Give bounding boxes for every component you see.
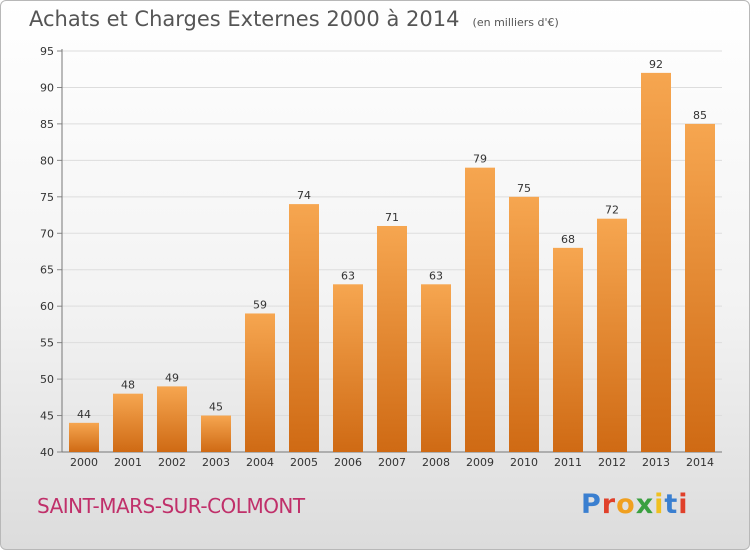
data-label: 71 [385, 211, 399, 224]
x-tick-label: 2004 [246, 456, 274, 469]
data-label: 79 [473, 153, 487, 166]
y-tick-label: 50 [40, 373, 54, 386]
bar [553, 247, 583, 452]
data-label: 48 [121, 379, 135, 392]
bar [201, 415, 231, 452]
proxiti-logo: Proxiti [581, 489, 689, 520]
data-label: 59 [253, 298, 267, 311]
y-tick-label: 60 [40, 300, 54, 313]
bar [289, 204, 319, 452]
y-tick-label: 80 [40, 154, 54, 167]
bar [465, 167, 495, 452]
bar [509, 196, 539, 452]
x-tick-label: 2003 [202, 456, 230, 469]
data-label: 85 [693, 109, 707, 122]
bar [157, 386, 187, 452]
x-tick-label: 2006 [334, 456, 362, 469]
logo-letter: o [616, 489, 636, 520]
bar [377, 225, 407, 452]
y-tick-label: 55 [40, 337, 54, 350]
data-label: 49 [165, 371, 179, 384]
x-tick-label: 2010 [510, 456, 538, 469]
bar [69, 422, 99, 452]
data-label: 63 [429, 269, 443, 282]
bar [685, 123, 715, 452]
logo-letter: t [664, 489, 679, 520]
y-tick-label: 70 [40, 227, 54, 240]
logo-letter: x [635, 489, 655, 520]
x-tick-label: 2007 [378, 456, 406, 469]
x-tick-label: 2011 [554, 456, 582, 469]
title-main: Achats et Charges Externes 2000 à 2014 [29, 7, 460, 31]
bars [69, 72, 715, 452]
logo-letter: r [601, 489, 617, 520]
data-label: 44 [77, 408, 91, 421]
x-tick-label: 2014 [686, 456, 714, 469]
data-label: 72 [605, 204, 619, 217]
y-tick-label: 85 [40, 118, 54, 131]
bar [421, 284, 451, 452]
bar [113, 393, 143, 452]
x-tick-label: 2002 [158, 456, 186, 469]
y-tick-label: 45 [40, 410, 54, 423]
data-label: 45 [209, 401, 223, 414]
x-tick-label: 2012 [598, 456, 626, 469]
logo-letter: P [581, 489, 602, 520]
x-tick-label: 2008 [422, 456, 450, 469]
x-tick-label: 2013 [642, 456, 670, 469]
data-label: 68 [561, 233, 575, 246]
y-tick-label: 75 [40, 191, 54, 204]
title-unit: (en milliers d'€) [472, 16, 559, 29]
logo-letter: i [654, 489, 665, 520]
bar [245, 313, 275, 452]
y-tick-label: 95 [40, 45, 54, 58]
data-label: 92 [649, 58, 663, 71]
x-tick-label: 2009 [466, 456, 494, 469]
data-label: 74 [297, 189, 311, 202]
commune-name: SAINT-MARS-SUR-COLMONT [37, 494, 305, 518]
y-tick-label: 40 [40, 446, 54, 459]
x-tick-label: 2001 [114, 456, 142, 469]
bar [641, 72, 671, 452]
data-label: 63 [341, 269, 355, 282]
y-tick-label: 90 [40, 81, 54, 94]
x-tick-label: 2000 [70, 456, 98, 469]
y-tick-label: 65 [40, 264, 54, 277]
bar [597, 218, 627, 452]
labels: 40 45 50 55 60 65 70 75 80 85 90 95 44 2000 48 2001 49 20… [40, 45, 714, 469]
logo-letter: i [678, 489, 689, 520]
chart-title: Achats et Charges Externes 2000 à 2014 (… [29, 7, 559, 31]
x-tick-label: 2005 [290, 456, 318, 469]
bar [333, 284, 363, 452]
data-label: 75 [517, 182, 531, 195]
